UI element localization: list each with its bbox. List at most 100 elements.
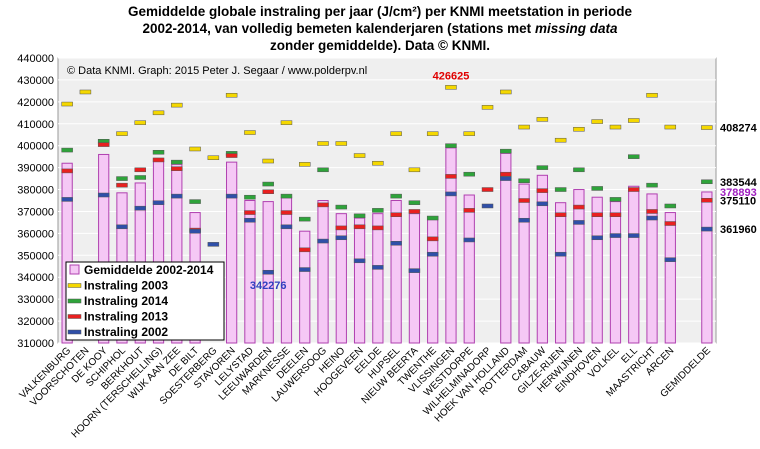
y-tick-label: 380000	[17, 185, 54, 197]
year-marker	[518, 217, 530, 223]
year-marker	[390, 193, 402, 199]
year-marker	[61, 101, 73, 107]
bar-average	[226, 161, 238, 344]
year-marker	[390, 212, 402, 217]
y-tick-label: 320000	[17, 316, 54, 328]
year-marker	[536, 188, 549, 193]
chart-title: Gemiddelde globale instraling per jaar (…	[0, 3, 760, 54]
credit-text: © Data KNMI. Graph: 2015 Peter J. Segaar…	[67, 65, 367, 77]
year-marker	[646, 93, 658, 98]
y-tick-label: 410000	[17, 119, 54, 131]
year-marker	[445, 143, 457, 148]
year-marker	[152, 110, 165, 116]
year-marker	[481, 187, 494, 192]
year-marker	[701, 198, 713, 203]
year-marker	[317, 141, 329, 146]
title-line-3: zonder gemiddelde). Data © KNMI.	[270, 38, 490, 53]
year-marker	[299, 267, 311, 272]
year-marker	[445, 85, 457, 90]
year-marker	[591, 212, 603, 217]
year-marker	[445, 191, 457, 197]
year-marker	[628, 118, 640, 123]
year-marker	[609, 124, 622, 130]
year-marker	[463, 208, 475, 213]
y-tick-label: 370000	[17, 206, 54, 218]
year-marker	[463, 171, 475, 177]
year-marker	[61, 168, 73, 174]
year-marker	[408, 268, 421, 273]
legend-box	[65, 261, 225, 341]
year-marker	[426, 236, 439, 242]
year-marker	[61, 147, 73, 153]
year-marker	[573, 127, 585, 132]
year-marker	[426, 251, 439, 257]
year-marker	[317, 202, 329, 208]
year-marker	[189, 146, 201, 152]
bar-average	[609, 201, 622, 344]
average-value-label: 361960	[720, 224, 757, 236]
year-marker	[481, 203, 494, 209]
year-marker	[591, 119, 603, 124]
year-marker	[628, 154, 640, 159]
bar-average	[701, 191, 713, 344]
year-marker	[171, 166, 183, 171]
year-marker	[116, 224, 128, 230]
year-marker	[372, 208, 384, 213]
year-marker	[646, 209, 658, 214]
legend-label: Instraling 2003	[84, 279, 168, 293]
year-marker	[244, 194, 256, 200]
year-marker	[628, 187, 640, 192]
bar-average	[335, 213, 347, 344]
bar-average	[299, 230, 311, 344]
year-marker	[152, 157, 165, 163]
bar-average	[463, 194, 475, 344]
year-marker	[500, 171, 512, 177]
bar-average	[98, 153, 110, 344]
year-marker	[134, 175, 146, 180]
year-marker	[171, 159, 183, 165]
year-marker	[152, 200, 165, 205]
year-marker	[353, 153, 366, 158]
year-marker	[317, 167, 329, 173]
title-line-1: Gemiddelde globale instraling per jaar (…	[127, 4, 633, 19]
year-marker	[372, 225, 384, 231]
bar-average	[573, 189, 585, 344]
year-marker	[426, 215, 439, 221]
bar-average	[408, 213, 421, 344]
year-marker	[609, 197, 622, 202]
title-line-2: 2002-2014, van volledig bemeten kalender…	[142, 21, 618, 36]
year-marker	[664, 124, 677, 130]
year-marker	[390, 131, 402, 136]
y-tick-label: 340000	[17, 272, 54, 284]
year-marker	[171, 102, 183, 108]
year-marker	[628, 233, 640, 238]
year-marker	[97, 142, 110, 147]
year-marker	[116, 131, 128, 136]
year-marker	[573, 167, 585, 173]
bar-average	[555, 202, 567, 344]
year-marker	[280, 210, 293, 215]
bar-average	[353, 217, 366, 344]
legend-swatch	[67, 314, 82, 319]
year-marker	[609, 233, 622, 238]
bar-average	[518, 183, 530, 344]
year-marker	[353, 258, 366, 264]
year-marker	[225, 153, 238, 158]
legend-label: Instraling 2014	[84, 294, 168, 308]
year-marker	[445, 174, 457, 179]
year-marker	[244, 130, 256, 135]
year-marker	[79, 89, 92, 95]
year-marker	[335, 204, 348, 210]
bar-average	[646, 193, 658, 344]
bar-average	[372, 213, 384, 344]
y-tick-label: 390000	[17, 163, 54, 175]
year-marker	[573, 204, 585, 210]
legend-swatch	[67, 283, 82, 288]
year-marker	[116, 182, 128, 188]
year-marker	[317, 238, 329, 244]
year-marker	[335, 141, 348, 146]
year-marker	[189, 228, 201, 234]
year-marker	[134, 205, 146, 211]
